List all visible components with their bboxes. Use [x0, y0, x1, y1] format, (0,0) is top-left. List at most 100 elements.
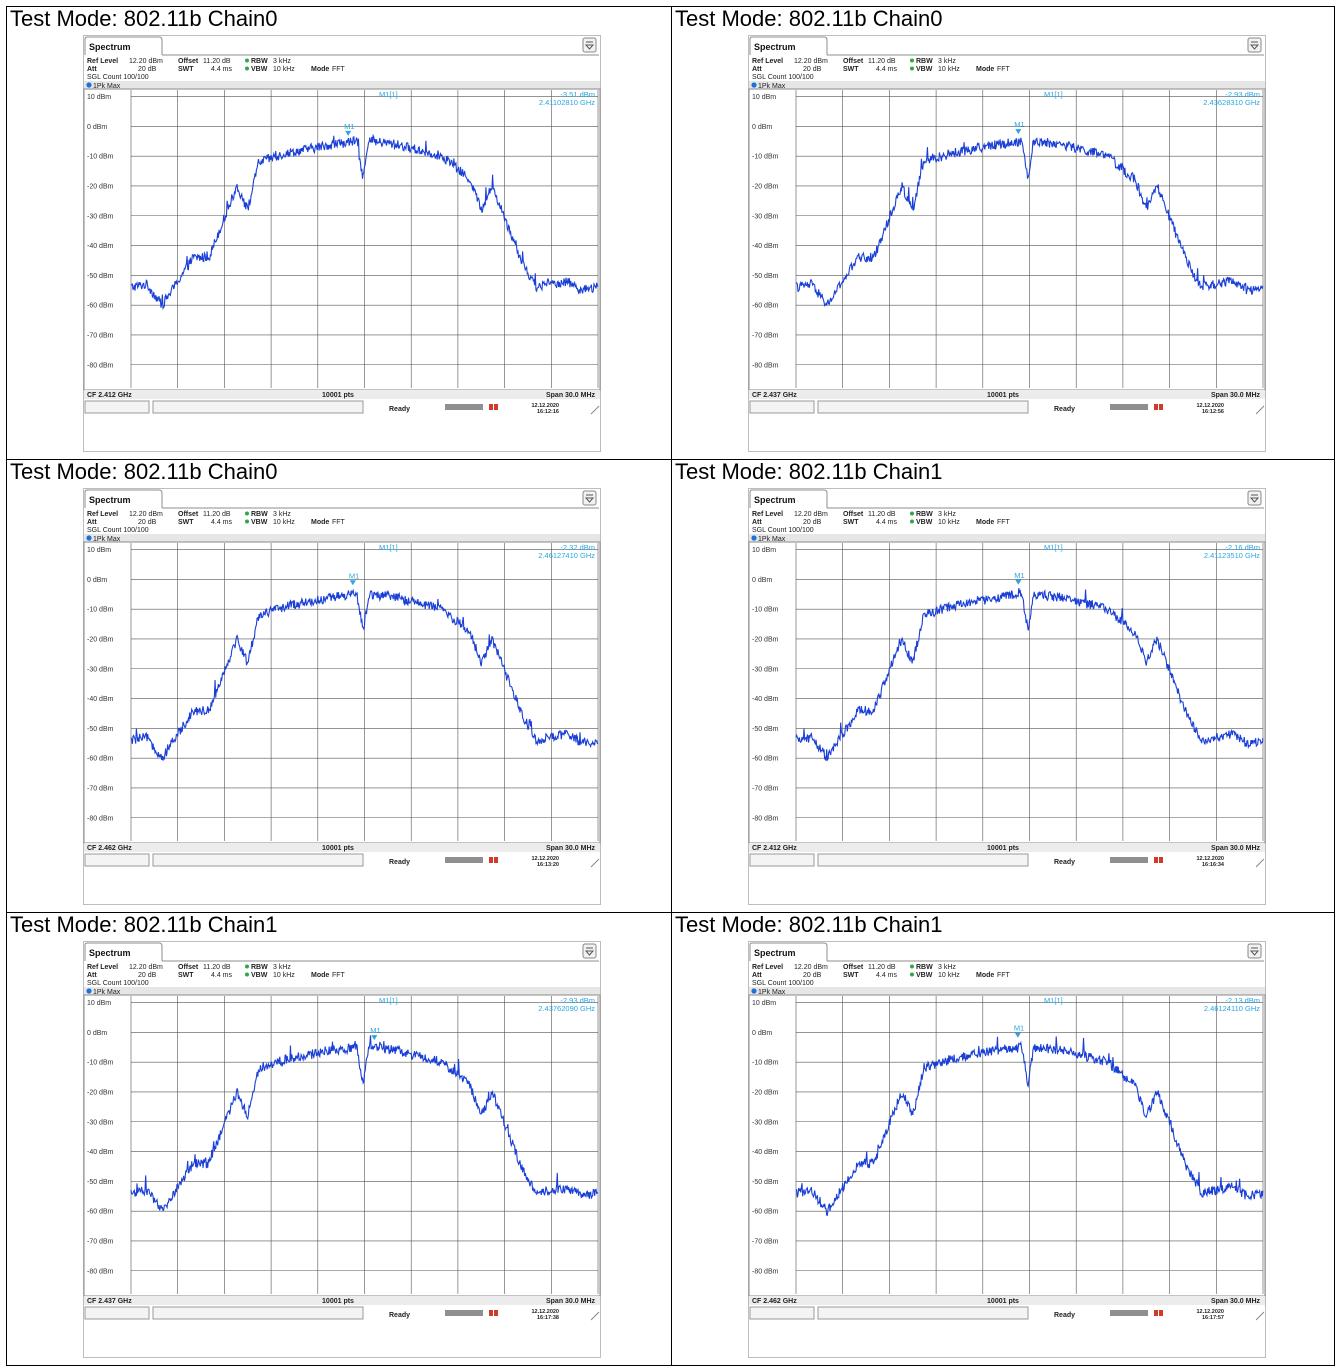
spectrum-plot: Spectrum Ref Level 12.20 dBm Offset 11.20 dB…	[748, 488, 1266, 905]
vbw-value: 10 kHz	[938, 519, 960, 526]
marker-readout-name: M1[1]	[379, 90, 398, 99]
spectrum-plot: Spectrum Ref Level 12.20 dBm Offset 11.20 dB…	[83, 488, 601, 905]
resize-grip-icon[interactable]	[1255, 405, 1265, 415]
marker-m1-icon[interactable]	[371, 1035, 378, 1041]
ref-level-label: Ref Level	[752, 511, 783, 518]
grid	[795, 90, 1264, 388]
spectrum-tab[interactable]	[749, 36, 828, 55]
y-tick-label: -40 dBm	[87, 1149, 114, 1156]
sgl-count: SGL Count 100/100	[752, 527, 814, 534]
att-value: 20 dB	[803, 66, 822, 73]
status-field-2	[152, 1306, 364, 1320]
vbw-value: 10 kHz	[938, 972, 960, 979]
span-value: Span 30.0 MHz	[546, 392, 596, 399]
trace-1pk-max	[130, 1035, 599, 1212]
y-tick-label: -30 dBm	[752, 666, 779, 673]
vbw-coupled-dot	[245, 519, 249, 524]
center-frequency: CF 2.437 GHz	[87, 1298, 132, 1305]
offset-label: Offset	[843, 964, 864, 971]
spectrum-tab[interactable]	[749, 489, 828, 508]
spectrum-tab-label: Spectrum	[89, 42, 131, 52]
resize-grip-icon[interactable]	[590, 405, 600, 415]
y-tick-label: -60 dBm	[87, 1209, 114, 1216]
span-value: Span 30.0 MHz	[1211, 845, 1261, 852]
marker-m1-icon[interactable]	[1015, 579, 1022, 585]
center-frequency: CF 2.412 GHz	[87, 392, 132, 399]
status-ready: Ready	[389, 1312, 410, 1319]
y-tick-label: -50 dBm	[752, 726, 779, 733]
span-value: Span 30.0 MHz	[546, 1298, 596, 1305]
swt-value: 4.4 ms	[876, 519, 898, 526]
test-mode-title: Test Mode: 802.11b Chain0	[10, 459, 278, 484]
mode-label: Mode	[976, 519, 994, 526]
sweep-points: 10001 pts	[987, 845, 1019, 852]
att-value: 20 dB	[138, 66, 157, 73]
swt-value: 4.4 ms	[211, 972, 233, 979]
status-time: 16:17:38	[537, 1315, 559, 1321]
status-ready: Ready	[1054, 1312, 1075, 1319]
offset-value: 11.20 dB	[203, 511, 231, 518]
ref-level-value: 12.20 dBm	[794, 511, 828, 518]
att-value: 20 dB	[803, 972, 822, 979]
y-tick-label: -10 dBm	[87, 1060, 114, 1067]
resize-grip-icon[interactable]	[590, 858, 600, 868]
y-tick-label: 10 dBm	[752, 94, 776, 101]
trace-indicator-icon	[751, 988, 757, 994]
y-tick-label: -80 dBm	[752, 1268, 779, 1275]
trace-indicator-icon	[86, 988, 92, 994]
y-tick-label: -50 dBm	[752, 273, 779, 280]
status-ready: Ready	[1054, 406, 1075, 413]
trace-1pk-max	[795, 587, 1264, 762]
marker-readout-name: M1[1]	[379, 543, 398, 552]
status-date: 12.12.2020	[1196, 1309, 1224, 1315]
resize-grip-icon[interactable]	[590, 1311, 600, 1321]
trace-label: 1Pk Max	[93, 536, 121, 543]
marker-m1-icon[interactable]	[1015, 129, 1022, 135]
progress-bar	[445, 1310, 483, 1316]
sweep-points: 10001 pts	[322, 845, 354, 852]
trace-label: 1Pk Max	[93, 83, 121, 90]
swt-label: SWT	[843, 972, 859, 979]
rbw-coupled-dot	[245, 964, 249, 969]
marker-readout-name: M1[1]	[1044, 996, 1063, 1005]
vbw-label: VBW	[916, 519, 933, 526]
center-frequency: CF 2.462 GHz	[87, 845, 132, 852]
status-led-icon	[1154, 404, 1158, 410]
test-mode-title: Test Mode: 802.11b Chain0	[10, 6, 278, 31]
att-label: Att	[87, 972, 97, 979]
offset-value: 11.20 dB	[203, 964, 231, 971]
y-tick-label: -10 dBm	[752, 154, 779, 161]
resize-grip-icon[interactable]	[1255, 858, 1265, 868]
y-tick-label: -20 dBm	[87, 636, 114, 643]
sweep-points: 10001 pts	[322, 1298, 354, 1305]
analyzer-screenshot: Spectrum Ref Level 12.20 dBm Offset 11.20 dB…	[83, 35, 601, 452]
spectrum-tab[interactable]	[749, 942, 828, 961]
spectrum-tab[interactable]	[84, 489, 163, 508]
offset-label: Offset	[843, 58, 864, 65]
marker-m1-tag: M1	[1014, 571, 1024, 580]
marker-m1-icon[interactable]	[349, 580, 356, 586]
spectrum-tab[interactable]	[84, 36, 163, 55]
status-time: 16:13:20	[537, 862, 559, 868]
y-tick-label: -80 dBm	[87, 1268, 114, 1275]
marker-m1-icon[interactable]	[345, 130, 352, 136]
sweep-points: 10001 pts	[987, 392, 1019, 399]
vbw-label: VBW	[916, 972, 933, 979]
y-tick-label: -80 dBm	[752, 815, 779, 822]
progress-bar	[445, 857, 483, 863]
span-value: Span 30.0 MHz	[1211, 392, 1261, 399]
rbw-value: 3 kHz	[273, 964, 291, 971]
marker-readout-name: M1[1]	[1044, 543, 1063, 552]
sgl-count: SGL Count 100/100	[752, 74, 814, 81]
status-field-1	[749, 400, 815, 414]
marker-m1-icon[interactable]	[1014, 1032, 1021, 1038]
y-tick-label: 10 dBm	[752, 1000, 776, 1007]
trace-indicator-icon	[751, 82, 757, 88]
vbw-value: 10 kHz	[273, 519, 295, 526]
mode-value: FFT	[997, 519, 1011, 526]
resize-grip-icon[interactable]	[1255, 1311, 1265, 1321]
y-tick-label: -80 dBm	[87, 815, 114, 822]
mode-label: Mode	[976, 66, 994, 73]
spectrum-tab[interactable]	[84, 942, 163, 961]
analyzer-screenshot: Spectrum Ref Level 12.20 dBm Offset 11.20 dB…	[748, 941, 1266, 1358]
